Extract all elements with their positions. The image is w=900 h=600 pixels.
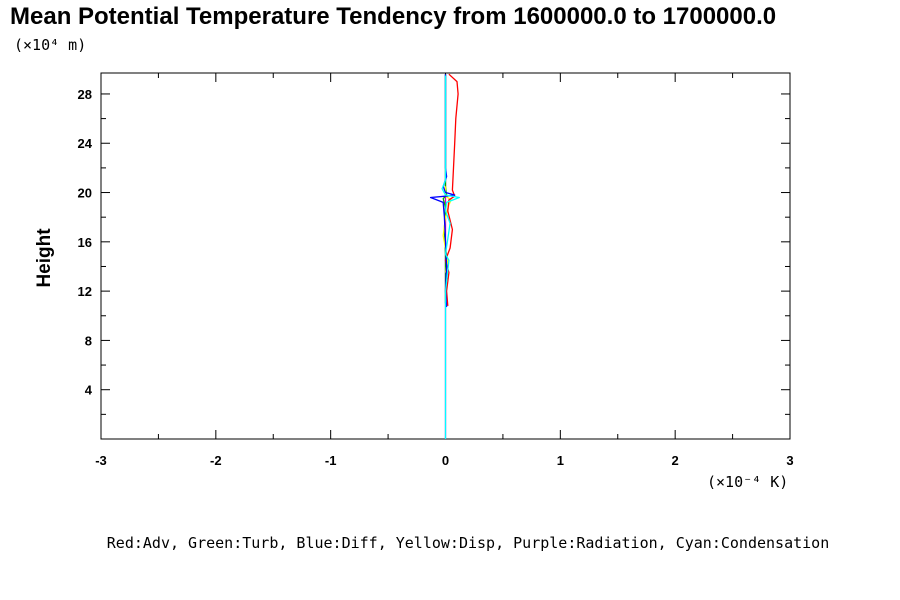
y-axis-label: Height (34, 228, 55, 288)
series-line-condensation (441, 75, 460, 439)
y-unit-label: (×10⁴ m) (14, 36, 86, 54)
legend: Red:Adv, Green:Turb, Blue:Diff, Yellow:D… (107, 534, 829, 552)
series-group (429, 73, 460, 439)
x-tick-label: -1 (325, 453, 337, 468)
y-tick-label: 20 (78, 186, 92, 201)
x-tick-label: 2 (672, 453, 679, 468)
chart-title: Mean Potential Temperature Tendency from… (10, 3, 776, 30)
y-axis-ticks: 4 8 12 16 20 24 28 (78, 87, 790, 415)
x-tick-label: 0 (442, 453, 449, 468)
x-unit-label: (×10⁻⁴ K) (707, 473, 788, 491)
x-axis-ticks: -3 -2 -1 0 1 2 3 (95, 73, 794, 468)
y-tick-label: 4 (85, 383, 93, 398)
x-tick-label: 3 (786, 453, 793, 468)
y-tick-label: 12 (78, 284, 92, 299)
x-tick-label: -2 (210, 453, 222, 468)
x-tick-label: 1 (557, 453, 564, 468)
y-tick-label: 16 (78, 235, 92, 250)
x-tick-label: -3 (95, 453, 107, 468)
y-tick-label: 8 (85, 333, 92, 348)
y-tick-label: 24 (78, 136, 93, 151)
y-tick-label: 28 (78, 87, 92, 102)
